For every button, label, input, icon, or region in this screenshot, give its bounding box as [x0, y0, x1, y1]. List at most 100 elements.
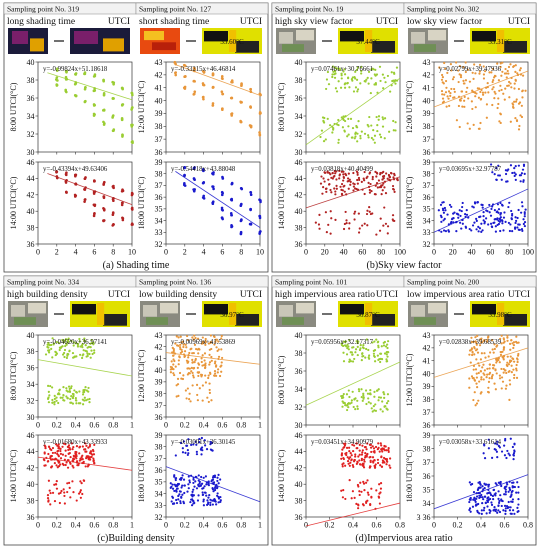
- data-point: [474, 404, 477, 407]
- x-tick-label: 4: [74, 248, 78, 257]
- data-point: [93, 113, 96, 116]
- data-point: [372, 352, 376, 355]
- data-point: [517, 208, 520, 212]
- data-point: [460, 90, 463, 93]
- data-point: [216, 349, 219, 353]
- data-point: [334, 193, 337, 196]
- data-point: [507, 490, 510, 493]
- data-point: [468, 353, 471, 356]
- regression-line: [47, 173, 133, 206]
- data-point: [479, 121, 482, 125]
- data-point: [83, 72, 86, 76]
- utci-reading: 36.97°C: [220, 311, 244, 319]
- data-point: [501, 350, 504, 353]
- data-point: [499, 337, 502, 340]
- data-point: [492, 509, 495, 512]
- data-point: [347, 179, 350, 183]
- data-point: [85, 450, 88, 453]
- data-point: [65, 70, 68, 74]
- data-point: [381, 461, 384, 464]
- data-point: [82, 349, 85, 352]
- data-point: [382, 344, 386, 347]
- data-point: [364, 389, 368, 392]
- data-point: [341, 496, 345, 499]
- regression-equation: y=-0.04620x+36.97141: [43, 339, 107, 346]
- data-point: [487, 447, 490, 450]
- x-tick-label: 1: [130, 521, 134, 530]
- aerial-building: [11, 305, 25, 317]
- data-point: [54, 443, 58, 446]
- data-point: [84, 86, 87, 89]
- data-point: [441, 81, 444, 84]
- data-point: [369, 402, 372, 405]
- regression-line: [175, 171, 261, 228]
- data-point: [496, 217, 499, 220]
- data-point: [56, 393, 60, 396]
- y-tick-label: 32: [27, 396, 35, 405]
- data-point: [346, 135, 349, 138]
- data-point: [194, 480, 197, 483]
- data-point: [340, 454, 343, 457]
- data-point: [344, 210, 347, 214]
- data-point: [509, 223, 512, 226]
- data-point: [474, 91, 477, 94]
- data-point: [230, 225, 233, 229]
- data-point: [371, 410, 374, 413]
- data-point: [479, 392, 482, 395]
- data-point: [90, 349, 93, 352]
- data-point: [187, 356, 190, 359]
- data-point: [517, 341, 520, 344]
- data-point: [475, 503, 479, 506]
- data-point: [391, 79, 394, 83]
- data-point: [349, 117, 353, 120]
- data-point: [464, 61, 467, 64]
- data-point: [355, 442, 358, 445]
- data-point: [188, 351, 191, 355]
- data-point: [59, 452, 63, 455]
- data-point: [186, 338, 190, 342]
- y-axis-label: 18:00 UTCI(°C): [405, 449, 414, 502]
- data-point: [474, 72, 477, 75]
- data-point: [506, 336, 509, 339]
- y-tick-label: 43: [423, 331, 431, 340]
- data-point: [343, 190, 346, 193]
- data-point: [468, 481, 471, 484]
- data-point: [75, 457, 78, 460]
- data-point: [378, 133, 382, 136]
- data-point: [180, 486, 183, 489]
- data-point: [495, 372, 498, 375]
- data-point: [258, 232, 261, 235]
- x-tick-label: 4: [202, 248, 206, 257]
- data-point: [203, 352, 207, 355]
- data-point: [498, 510, 502, 514]
- data-point: [481, 93, 485, 96]
- data-point: [218, 374, 222, 378]
- data-point: [512, 368, 515, 371]
- data-point: [371, 341, 374, 344]
- data-point: [478, 364, 481, 367]
- data-point: [340, 452, 344, 455]
- data-point: [346, 82, 349, 85]
- data-point: [508, 398, 511, 401]
- data-point: [347, 77, 350, 80]
- y-tick-label: 38: [295, 76, 303, 85]
- data-point: [475, 217, 478, 220]
- data-point: [396, 177, 399, 181]
- x-tick-label: 0.4: [71, 521, 81, 530]
- x-tick-label: 0.8: [108, 421, 118, 430]
- data-point: [258, 131, 261, 134]
- data-point: [172, 363, 175, 366]
- y-tick-label: 38: [295, 349, 303, 358]
- data-point: [187, 483, 190, 486]
- data-point: [393, 72, 396, 75]
- data-point: [500, 450, 504, 453]
- data-point: [514, 70, 517, 74]
- condition-label: low sky view factor: [407, 16, 483, 27]
- data-point: [342, 360, 346, 363]
- data-point: [72, 445, 75, 449]
- data-point: [175, 335, 178, 338]
- data-point: [195, 450, 198, 453]
- y-tick-label: 3 36: [417, 513, 431, 522]
- data-point: [69, 462, 72, 465]
